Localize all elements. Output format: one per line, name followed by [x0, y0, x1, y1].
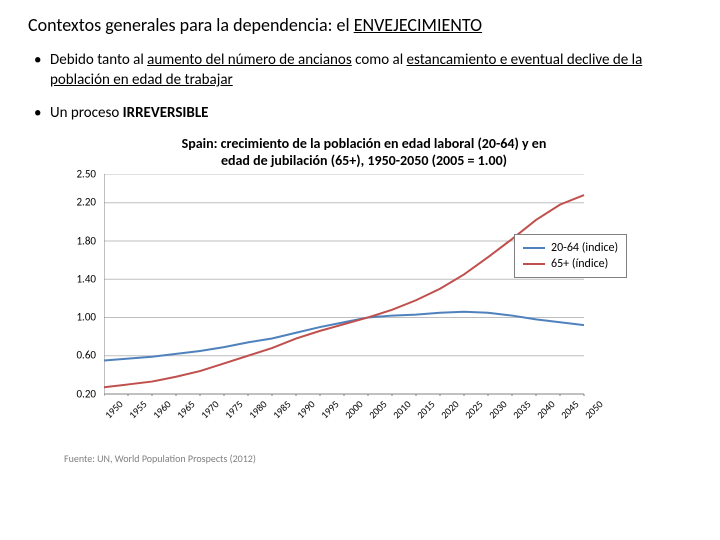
title-prefix: Contextos generales para la dependencia:… [28, 14, 354, 36]
y-tick-label: 2.50 [64, 167, 96, 180]
chart-source: Fuente: UN, World Population Prospects (… [64, 452, 664, 465]
legend-label: 20-64 (indice) [551, 241, 618, 255]
x-tick-label: 1960 [150, 397, 174, 421]
x-tick-label: 1975 [222, 397, 246, 421]
y-tick-label: 1.80 [64, 234, 96, 247]
page-title: Contextos generales para la dependencia:… [28, 14, 692, 36]
x-tick-label: 1990 [294, 397, 318, 421]
y-tick-label: 1.00 [64, 311, 96, 324]
chart-area: 0.200.601.001.401.802.202.50195019551960… [64, 174, 664, 424]
x-tick-label: 2010 [390, 397, 414, 421]
bullet-underline: aumento del número de ancianos [147, 51, 352, 69]
x-tick-label: 1965 [174, 397, 198, 421]
legend-item: 20-64 (indice) [523, 241, 618, 255]
title-emph: ENVEJECIMIENTO [354, 14, 482, 36]
x-tick-label: 1950 [102, 397, 126, 421]
x-tick-label: 1970 [198, 397, 222, 421]
y-tick-label: 2.20 [64, 196, 96, 209]
bullet-text: Un proceso [50, 104, 123, 122]
list-item: Debido tanto al aumento del número de an… [32, 50, 692, 91]
x-tick-label: 2030 [486, 397, 510, 421]
chart-legend: 20-64 (indice) 65+ (índice) [514, 234, 627, 278]
x-tick-label: 2050 [582, 397, 606, 421]
y-tick-label: 0.60 [64, 349, 96, 362]
y-tick-label: 0.20 [64, 387, 96, 400]
chart-container: Spain: crecimiento de la población en ed… [64, 135, 664, 465]
chart-title: Spain: crecimiento de la población en ed… [64, 135, 664, 170]
x-tick-label: 1985 [270, 397, 294, 421]
legend-swatch [523, 247, 545, 249]
x-tick-label: 2025 [462, 397, 486, 421]
legend-item: 65+ (índice) [523, 257, 618, 271]
y-tick-label: 1.40 [64, 272, 96, 285]
chart-title-line: edad de jubilación (65+), 1950-2050 (200… [221, 152, 507, 169]
chart-plot [104, 174, 586, 396]
bullet-bold: IRREVERSIBLE [123, 104, 209, 122]
bullet-text: como al [352, 51, 407, 69]
x-tick-label: 2040 [534, 397, 558, 421]
legend-label: 65+ (índice) [551, 257, 608, 271]
x-tick-label: 2035 [510, 397, 534, 421]
legend-swatch [523, 263, 545, 265]
x-tick-label: 1955 [126, 397, 150, 421]
x-tick-label: 2000 [342, 397, 366, 421]
x-tick-label: 1995 [318, 397, 342, 421]
x-tick-label: 2015 [414, 397, 438, 421]
bullet-list: Debido tanto al aumento del número de an… [28, 50, 692, 123]
x-tick-label: 2005 [366, 397, 390, 421]
x-tick-label: 2020 [438, 397, 462, 421]
x-tick-label: 2045 [558, 397, 582, 421]
series-line [104, 195, 584, 387]
x-tick-label: 1980 [246, 397, 270, 421]
chart-title-line: Spain: crecimiento de la población en ed… [182, 135, 547, 152]
series-line [104, 311, 584, 360]
list-item: Un proceso IRREVERSIBLE [32, 103, 692, 123]
bullet-text: Debido tanto al [50, 51, 147, 69]
